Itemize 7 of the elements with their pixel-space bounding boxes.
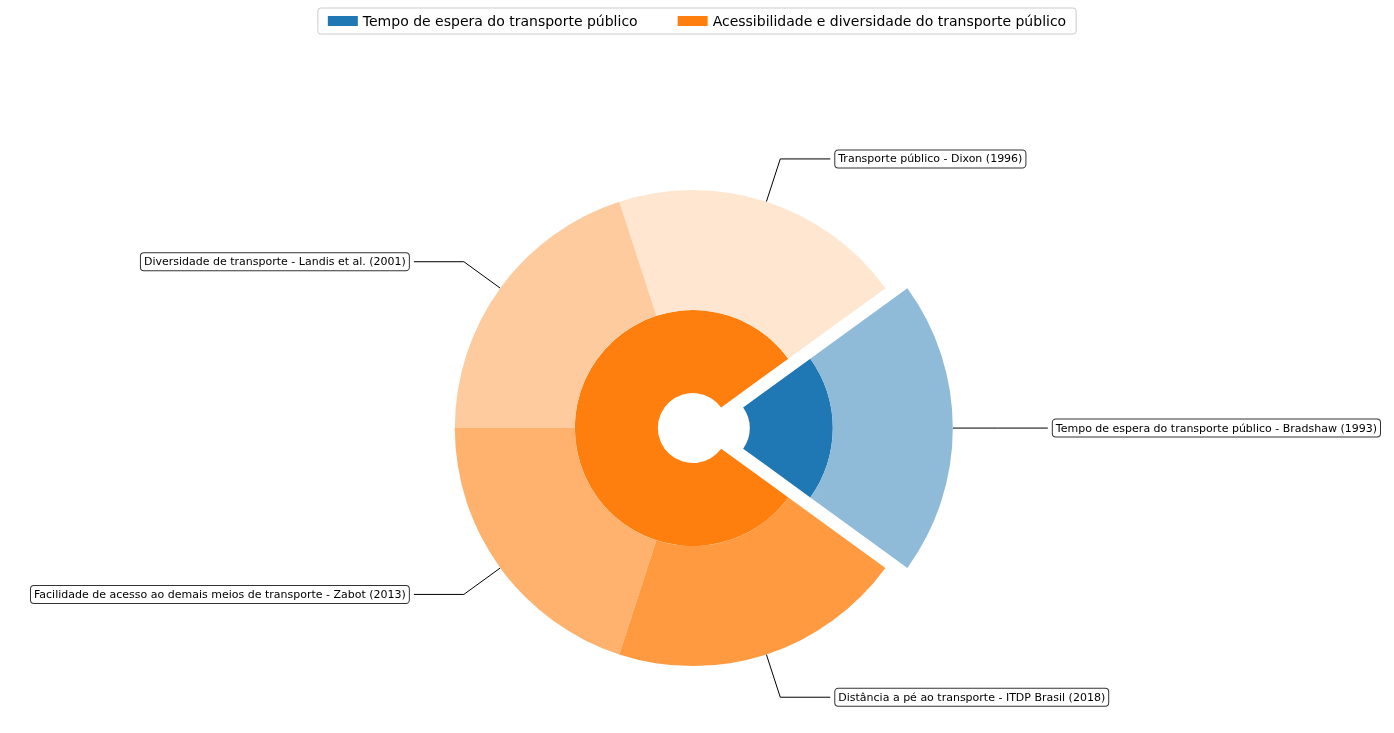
legend-label: Tempo de espera do transporte público [361,13,638,29]
slice-label: Facilidade de acesso ao demais meios de transporte - Zabot (2013) [33,587,406,601]
slice-label: Diversidade de transporte - Landis et al. (2001) [143,255,406,269]
slice-label: Tempo de espera do transporte público - Bradshaw (1993) [1054,421,1378,435]
slice-label: Distância a pé ao transporte - ITDP Brasil (2018) [838,690,1106,704]
slice-label: Transporte público - Dixon (1996) [837,152,1023,166]
legend-label: Acessibilidade e diversidade do transporte público [712,13,1067,29]
